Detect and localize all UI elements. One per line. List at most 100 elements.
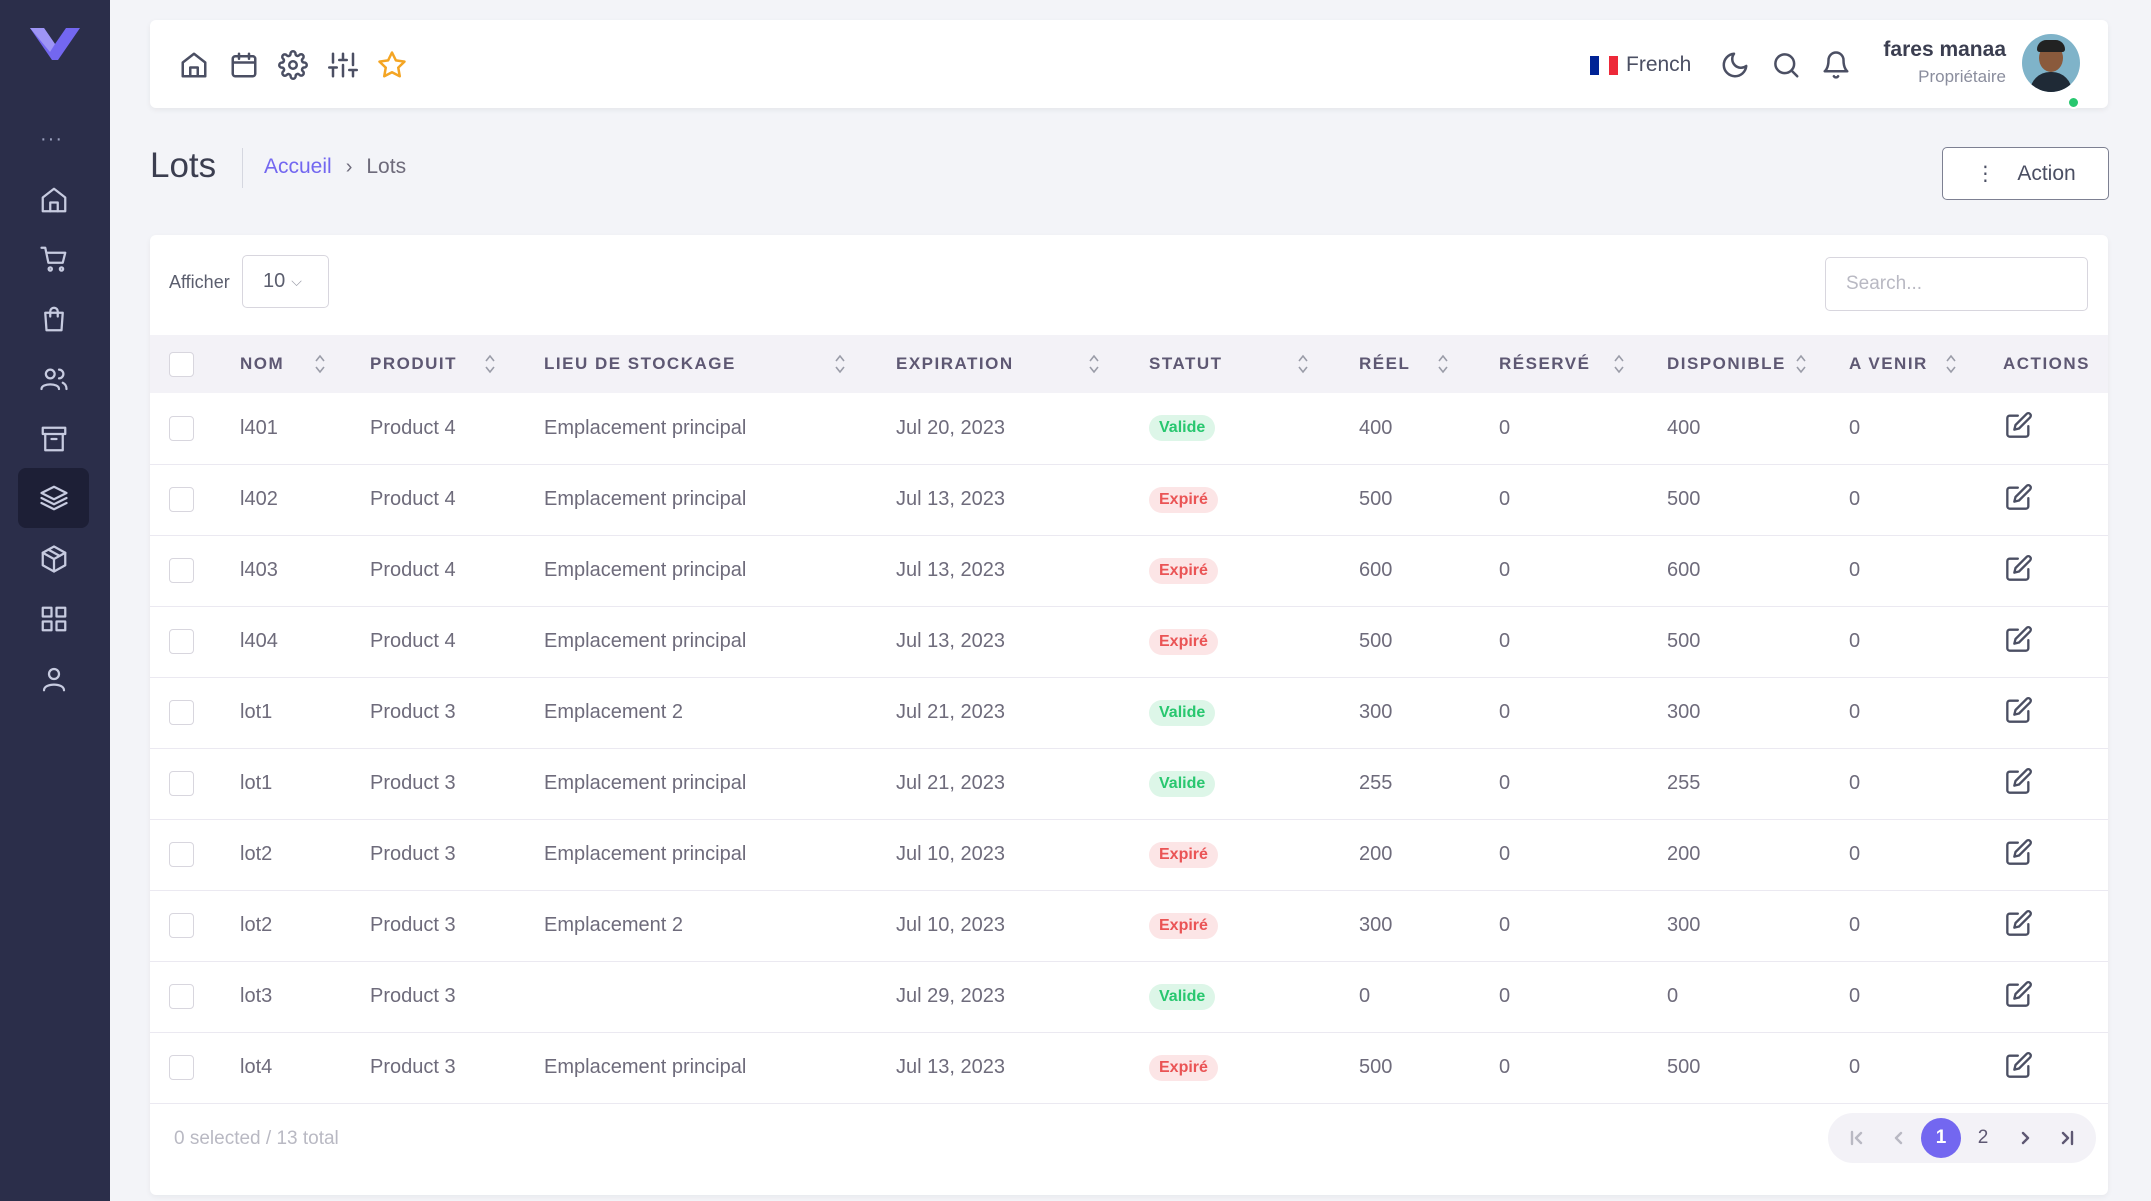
sidebar-item-apps[interactable] — [18, 589, 89, 649]
table-row[interactable]: l403 Product 4 Emplacement principal Jul 13… — [150, 535, 2108, 606]
row-checkbox[interactable] — [169, 487, 194, 512]
cell-status: Valide — [1149, 961, 1359, 1032]
edit-icon[interactable] — [2005, 696, 2033, 730]
row-checkbox-cell — [150, 535, 240, 606]
breadcrumb-divider — [242, 148, 243, 188]
column-header-expiration[interactable]: EXPIRATION — [896, 335, 1149, 393]
cell-expiration: Jul 13, 2023 — [896, 1056, 1005, 1078]
sidebar-item-users[interactable] — [18, 349, 89, 409]
cell-location: Emplacement principal — [544, 559, 747, 581]
table-row[interactable]: l401 Product 4 Emplacement principal Jul 20… — [150, 393, 2108, 464]
column-header-real[interactable]: RÉEL — [1359, 335, 1499, 393]
topbar-favorites-button[interactable] — [377, 50, 407, 80]
page-button-2[interactable]: 2 — [1977, 1127, 1989, 1148]
moon-icon — [1722, 52, 1748, 78]
chevron-right-icon — [2021, 1131, 2030, 1145]
row-checkbox[interactable] — [169, 913, 194, 938]
logo[interactable] — [28, 24, 82, 64]
cell-name: lot2 — [240, 843, 273, 865]
row-checkbox[interactable] — [169, 629, 194, 654]
cell-status: Expiré — [1149, 606, 1359, 677]
column-header-upcoming[interactable]: A VENIR — [1849, 335, 2003, 393]
cell-name: lot4 — [240, 1056, 273, 1078]
table-row[interactable]: lot4 Product 3 Emplacement principal Jul 13… — [150, 1032, 2108, 1103]
cell-actions — [2003, 606, 2108, 677]
topbar-settings-button[interactable] — [278, 50, 308, 80]
breadcrumb-home-link[interactable]: Accueil — [264, 155, 332, 178]
edit-icon[interactable] — [2005, 767, 2033, 801]
edit-icon[interactable] — [2005, 980, 2033, 1014]
global-search-button[interactable] — [1771, 50, 1801, 80]
sidebar-item-shopping[interactable] — [18, 289, 89, 349]
sidebar-item-profile[interactable] — [18, 649, 89, 709]
table-row[interactable]: lot2 Product 3 Emplacement principal Jul 10… — [150, 819, 2108, 890]
cell-location — [544, 961, 896, 1032]
sidebar-item-archive[interactable] — [18, 409, 89, 469]
cell-name: l403 — [240, 559, 278, 581]
sidebar-item-home[interactable] — [18, 170, 89, 230]
avatar[interactable] — [2022, 34, 2080, 92]
home-icon — [181, 52, 207, 78]
table-row[interactable]: l402 Product 4 Emplacement principal Jul 13… — [150, 464, 2108, 535]
grid-icon — [41, 606, 66, 632]
cell-real: 200 — [1359, 843, 1393, 865]
search-input[interactable] — [1825, 257, 2088, 311]
edit-icon[interactable] — [2005, 625, 2033, 659]
first-page-button[interactable] — [1837, 1118, 1877, 1158]
edit-icon[interactable] — [2005, 909, 2033, 943]
table-row[interactable]: l404 Product 4 Emplacement principal Jul 13… — [150, 606, 2108, 677]
chevron-right-icon: › — [345, 155, 353, 178]
edit-icon[interactable] — [2005, 554, 2033, 588]
cell-upcoming: 0 — [1849, 559, 1861, 581]
edit-icon[interactable] — [2005, 411, 2033, 445]
row-checkbox[interactable] — [169, 842, 194, 867]
column-header-status[interactable]: STATUT — [1149, 335, 1359, 393]
sidebar-item-products[interactable] — [18, 529, 89, 589]
table-row[interactable]: lot3 Product 3 Jul 29, 2023 Valide 0 0 0 0 — [150, 961, 2108, 1032]
page-size-select[interactable]: 10 ⌵ — [242, 255, 329, 308]
language-selector[interactable]: French — [1590, 50, 1691, 80]
cell-status: Expiré — [1149, 464, 1359, 535]
action-button[interactable]: ⋮ Action — [1942, 147, 2109, 200]
table-row[interactable]: lot1 Product 3 Emplacement 2 Jul 21, 2023 Va… — [150, 677, 2108, 748]
sidebar-item-cart[interactable] — [18, 229, 89, 289]
page-button-1[interactable]: 1 — [1921, 1118, 1961, 1158]
cell-product: Product 3 — [370, 914, 456, 936]
cell-expiration: Jul 20, 2023 — [896, 416, 1005, 439]
dark-mode-toggle[interactable] — [1720, 50, 1750, 80]
row-checkbox[interactable] — [169, 1055, 194, 1080]
column-header-product[interactable]: PRODUIT — [370, 335, 544, 393]
row-checkbox[interactable] — [169, 415, 194, 441]
user-name[interactable]: fares manaa — [1883, 38, 2006, 61]
select-all-checkbox[interactable] — [169, 351, 194, 377]
last-page-button[interactable] — [2047, 1118, 2087, 1158]
row-checkbox-cell — [150, 606, 240, 677]
edit-icon[interactable] — [2005, 483, 2033, 517]
row-checkbox[interactable] — [169, 558, 194, 583]
shopping-bag-icon — [43, 306, 64, 332]
table-row[interactable]: lot2 Product 3 Emplacement 2 Jul 10, 2023 Ex… — [150, 890, 2108, 961]
previous-page-button[interactable] — [1879, 1118, 1919, 1158]
sidebar-item-lots[interactable] — [18, 468, 89, 528]
column-header-name[interactable]: NOM — [240, 335, 370, 393]
next-page-button[interactable] — [2005, 1118, 2045, 1158]
column-header-available[interactable]: DISPONIBLE — [1667, 335, 1849, 393]
notifications-button[interactable] — [1821, 50, 1851, 80]
table-row[interactable]: lot1 Product 3 Emplacement principal Jul 21… — [150, 748, 2108, 819]
row-checkbox[interactable] — [169, 700, 194, 725]
cell-available: 500 — [1667, 488, 1701, 510]
online-status-indicator — [2067, 96, 2080, 109]
edit-icon[interactable] — [2005, 838, 2033, 872]
cell-available: 500 — [1667, 630, 1701, 652]
column-header-location[interactable]: LIEU DE STOCKAGE — [544, 335, 896, 393]
row-checkbox[interactable] — [169, 984, 194, 1009]
column-header-reserved[interactable]: RÉSERVÉ — [1499, 335, 1667, 393]
row-checkbox[interactable] — [169, 771, 194, 796]
topbar-calendar-button[interactable] — [229, 50, 259, 80]
more-dots-icon[interactable]: ··· — [40, 128, 63, 150]
edit-icon[interactable] — [2005, 1051, 2033, 1085]
topbar-filters-button[interactable] — [328, 50, 358, 80]
topbar-home-button[interactable] — [179, 50, 209, 80]
cell-reserved: 0 — [1499, 559, 1511, 581]
cell-location: Emplacement principal — [544, 630, 747, 652]
